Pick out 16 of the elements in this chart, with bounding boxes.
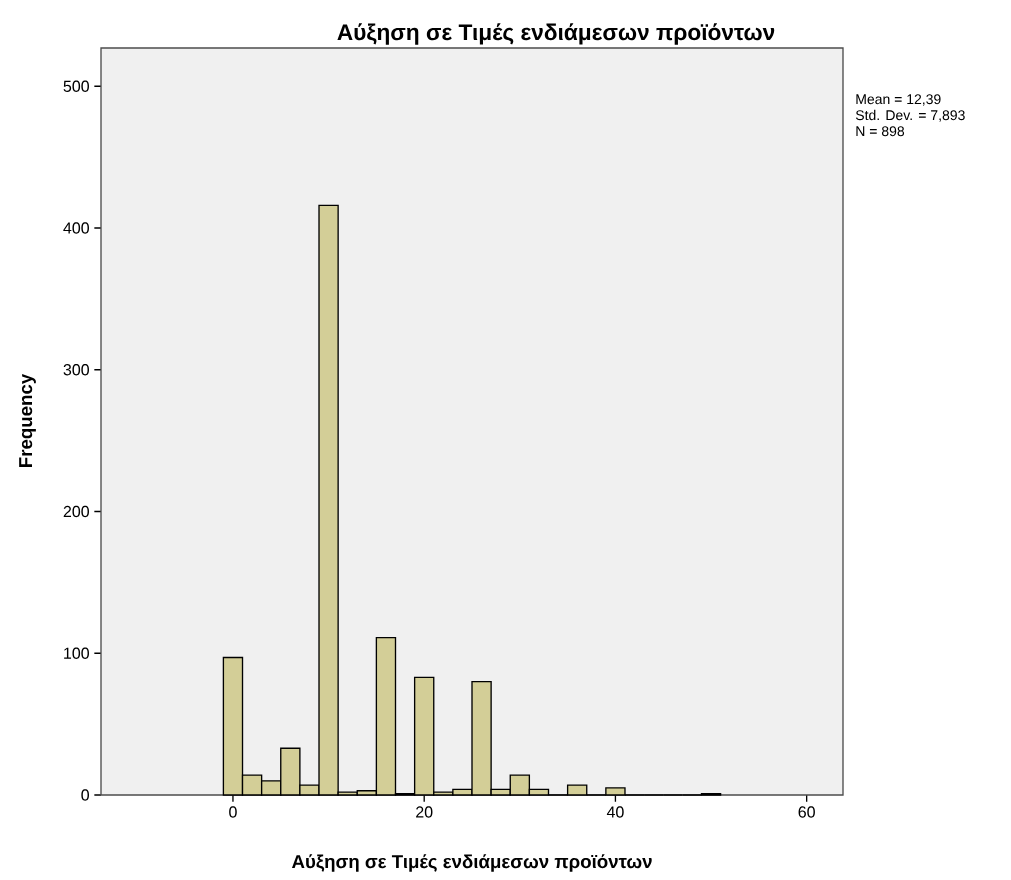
y-tick-label: 300 — [63, 364, 89, 376]
x-tick-label: 0 — [229, 806, 237, 818]
text: N = 898 — [856, 126, 905, 137]
text: Std. Dev. = 7,893 — [855, 109, 965, 122]
x-tick-label: 20 — [416, 806, 433, 818]
y-tick-label: 400 — [63, 222, 89, 234]
y-tick-label: 0 — [81, 789, 90, 801]
y-tick-label: 500 — [63, 80, 89, 92]
text: Mean = 12,39 — [856, 94, 941, 106]
x-tick-label: 60 — [798, 806, 815, 818]
y-tick-label: 100 — [64, 647, 89, 659]
chart-title: Αύξηση σε Τιμές ενδιάμεσων προϊόντων — [337, 23, 775, 45]
y-tick-label: 200 — [63, 505, 89, 518]
x-tick-label: 40 — [606, 806, 624, 818]
x-axis-title: Αύξηση σε Τιμές ενδιάμεσων προϊόντων — [291, 854, 652, 872]
y-axis-title: Frequency — [19, 373, 36, 467]
